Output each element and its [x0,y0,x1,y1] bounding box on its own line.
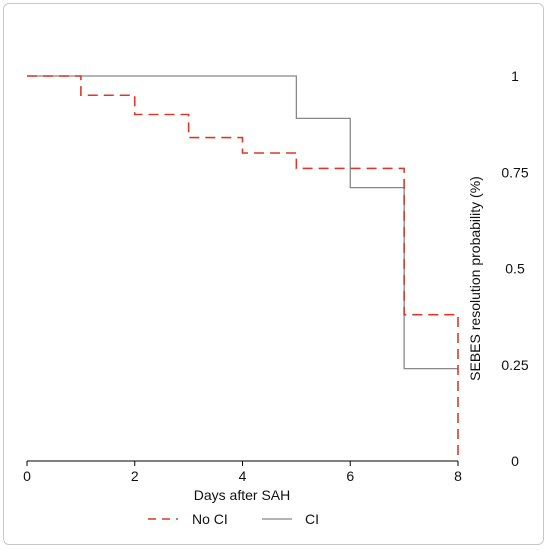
series-line-ci [27,75,458,370]
y-axis-title: SEBES resolution probability (%) [467,176,483,381]
y-tick-label: 0.75 [501,164,528,180]
x-tick-label: 8 [454,468,462,484]
series-line-no-ci [27,75,459,461]
legend-label-no-ci: No CI [192,511,228,527]
y-tick-label: 1 [511,68,519,84]
y-tick-label: 0.25 [501,357,528,373]
series-layer [27,75,459,461]
legend: No CI CI [148,511,319,527]
legend-label-ci: CI [305,511,319,527]
x-tick-label: 4 [239,468,247,484]
x-tick-label: 6 [346,468,354,484]
chart-frame [3,3,544,545]
y-tick-label: 0 [511,453,519,469]
y-tick-label: 0.5 [505,261,525,277]
x-tick-label: 2 [131,468,139,484]
x-axis-title: Days after SAH [194,487,290,503]
y-ticks: 0 0.25 0.5 0.75 1 [501,68,528,469]
x-tick-label: 0 [23,468,31,484]
x-ticks: 0 2 4 6 8 [23,461,462,484]
